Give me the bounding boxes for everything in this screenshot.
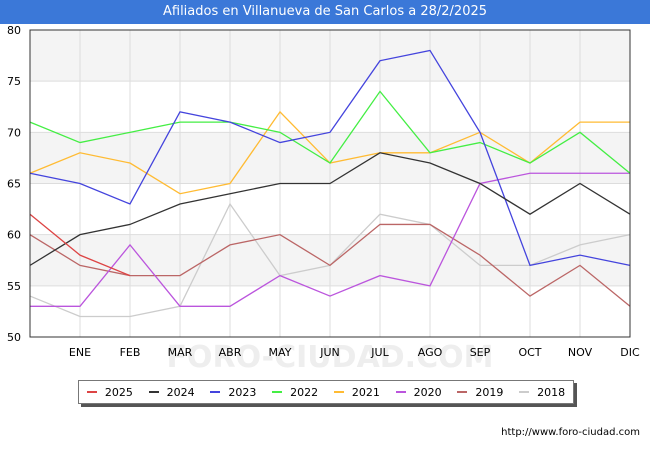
legend-swatch bbox=[272, 391, 283, 393]
legend-item-2024: 2024 bbox=[148, 385, 195, 399]
legend-swatch bbox=[395, 391, 406, 393]
y-tick-label: 75 bbox=[7, 75, 21, 88]
source-url: http://www.foro-ciudad.com bbox=[501, 427, 640, 438]
legend-label: 2023 bbox=[228, 385, 257, 399]
x-tick-label: FEB bbox=[120, 346, 141, 359]
y-tick-label: 60 bbox=[7, 229, 21, 242]
legend-swatch bbox=[333, 391, 344, 393]
legend-label: 2022 bbox=[290, 385, 319, 399]
legend-item-2023: 2023 bbox=[210, 386, 256, 399]
y-tick-label: 65 bbox=[7, 178, 21, 191]
legend-item-2019: 2019 bbox=[457, 386, 503, 399]
x-tick-label: ENE bbox=[69, 346, 91, 359]
legend-swatch bbox=[457, 391, 468, 393]
legend-item-2018: 2018 bbox=[519, 386, 565, 399]
series-line-2022 bbox=[29, 90, 631, 174]
chart-title: Afiliados en Villanueva de San Carlos a … bbox=[0, 0, 650, 24]
legend-swatch bbox=[210, 391, 221, 393]
x-tick-label: ABR bbox=[219, 346, 242, 359]
y-tick-label: 80 bbox=[7, 24, 21, 37]
legend-label: 2019 bbox=[475, 385, 504, 399]
x-tick-label: JUL bbox=[370, 346, 389, 359]
y-axis: 50 55 60 65 70 75 80 bbox=[7, 24, 21, 344]
legend: 2025 2024 2023 2022 2021 2020 2019 2018 bbox=[78, 380, 574, 404]
x-tick-label: SEP bbox=[470, 346, 491, 359]
series-line-2024 bbox=[29, 152, 631, 266]
legend-label: 2025 bbox=[104, 385, 133, 399]
legend-label: 2020 bbox=[413, 385, 442, 399]
series-line-2023 bbox=[29, 49, 631, 267]
watermark: FORO-CIUDAD.COM bbox=[167, 340, 494, 375]
x-tick-label: NOV bbox=[568, 346, 593, 359]
legend-label: 2021 bbox=[351, 385, 380, 399]
y-tick-label: 55 bbox=[7, 280, 21, 293]
x-tick-label: MAR bbox=[168, 346, 193, 359]
legend-item-2021: 2021 bbox=[333, 385, 380, 399]
legend-swatch bbox=[148, 391, 159, 393]
legend-swatch bbox=[519, 391, 530, 393]
plot-frame bbox=[29, 29, 631, 338]
series-line-2025 bbox=[29, 213, 131, 277]
x-axis: ENE FEB MAR ABR MAY JUN JUL AGO SEP OCT NOV DIC bbox=[69, 346, 640, 359]
y-tick-label: 50 bbox=[7, 331, 21, 344]
series-lines bbox=[29, 49, 631, 318]
legend-label: 2018 bbox=[537, 385, 566, 399]
series-line-2020 bbox=[30, 172, 630, 307]
x-tick-label: JUN bbox=[319, 346, 340, 359]
legend-item-2022: 2022 bbox=[272, 386, 318, 399]
x-tick-label: AGO bbox=[418, 346, 443, 359]
legend-item-2020: 2020 bbox=[395, 385, 442, 399]
legend-item-2025: 2025 bbox=[86, 385, 133, 399]
x-tick-label: MAY bbox=[269, 346, 292, 359]
legend-swatch bbox=[86, 391, 97, 393]
x-tick-label: DIC bbox=[620, 346, 640, 359]
legend-label: 2024 bbox=[166, 385, 195, 399]
y-tick-label: 70 bbox=[7, 126, 21, 139]
x-tick-label: OCT bbox=[518, 346, 541, 359]
